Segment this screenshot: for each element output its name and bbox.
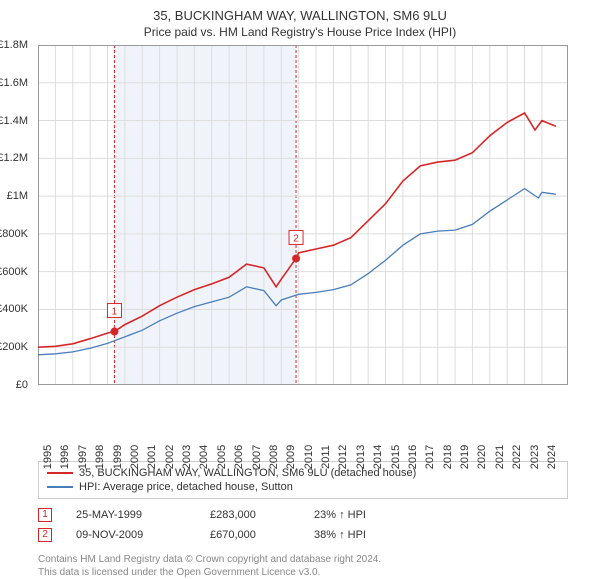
sale-price: £670,000: [210, 529, 290, 541]
y-tick-label: £1.8M: [0, 39, 28, 51]
sale-delta: 38% ↑ HPI: [314, 529, 404, 541]
y-tick-label: £1M: [7, 190, 28, 202]
x-tick-label: 2001: [146, 445, 158, 469]
x-tick-label: 1995: [42, 445, 54, 469]
x-tick-label: 2011: [320, 445, 332, 469]
x-tick-label: 2006: [233, 445, 245, 469]
y-tick-label: £400K: [0, 303, 28, 315]
x-tick-label: 2019: [459, 445, 471, 469]
x-tick-label: 2008: [268, 445, 280, 469]
sale-marker-icon: 1: [38, 508, 52, 522]
y-tick-label: £0: [16, 379, 28, 391]
x-tick-label: 2021: [494, 445, 506, 469]
x-tick-label: 2012: [337, 445, 349, 469]
x-tick-label: 2015: [390, 445, 402, 469]
x-tick-label: 2000: [129, 445, 141, 469]
x-tick-label: 2009: [285, 445, 297, 469]
sale-row: 1 25-MAY-1999 £283,000 23% ↑ HPI: [38, 505, 584, 525]
y-tick-label: £800K: [0, 228, 28, 240]
chart-container: 35, BUCKINGHAM WAY, WALLINGTON, SM6 9LU …: [0, 0, 600, 560]
sales-table: 1 25-MAY-1999 £283,000 23% ↑ HPI 2 09-NO…: [38, 505, 584, 545]
legend-label: HPI: Average price, detached house, Sutt…: [79, 481, 293, 493]
chart-area: 12 £0£200K£400K£600K£800K£1M£1.2M£1.4M£1…: [38, 45, 598, 405]
x-tick-label: 2023: [529, 445, 541, 469]
x-tick-label: 2010: [303, 445, 315, 469]
sale-row: 2 09-NOV-2009 £670,000 38% ↑ HPI: [38, 525, 584, 545]
chart-subtitle: Price paid vs. HM Land Registry's House …: [8, 25, 592, 39]
y-tick-label: £1.6M: [0, 77, 28, 89]
chart-svg: 12: [38, 45, 568, 385]
x-tick-label: 1998: [94, 445, 106, 469]
x-tick-label: 2024: [546, 445, 558, 469]
x-tick-label: 2017: [424, 445, 436, 469]
sale-price: £283,000: [210, 509, 290, 521]
x-tick-label: 2016: [407, 445, 419, 469]
svg-text:2: 2: [293, 233, 299, 244]
x-tick-label: 1996: [59, 445, 71, 469]
legend-swatch-property: [47, 472, 73, 474]
x-tick-label: 2022: [511, 445, 523, 469]
x-tick-label: 1999: [112, 445, 124, 469]
svg-text:1: 1: [112, 307, 118, 318]
legend-item: HPI: Average price, detached house, Sutt…: [47, 480, 559, 494]
sale-date: 09-NOV-2009: [76, 529, 186, 541]
y-tick-label: £1.4M: [0, 115, 28, 127]
x-tick-label: 2004: [198, 445, 210, 469]
chart-title: 35, BUCKINGHAM WAY, WALLINGTON, SM6 9LU: [8, 8, 592, 23]
x-tick-label: 2018: [442, 445, 454, 469]
footer-line: This data is licensed under the Open Gov…: [38, 566, 584, 579]
legend-swatch-hpi: [47, 486, 73, 488]
x-tick-label: 2007: [251, 445, 263, 469]
y-tick-label: £600K: [0, 266, 28, 278]
sale-delta: 23% ↑ HPI: [314, 509, 404, 521]
x-tick-label: 2002: [164, 445, 176, 469]
x-tick-label: 2005: [216, 445, 228, 469]
footer: Contains HM Land Registry data © Crown c…: [38, 553, 584, 579]
x-tick-label: 2003: [181, 445, 193, 469]
x-tick-label: 2013: [355, 445, 367, 469]
sale-date: 25-MAY-1999: [76, 509, 186, 521]
y-tick-label: £1.2M: [0, 152, 28, 164]
x-tick-label: 2014: [372, 445, 384, 469]
x-tick-label: 1997: [77, 445, 89, 469]
sale-marker-icon: 2: [38, 528, 52, 542]
y-tick-label: £200K: [0, 341, 28, 353]
x-tick-label: 2020: [476, 445, 488, 469]
